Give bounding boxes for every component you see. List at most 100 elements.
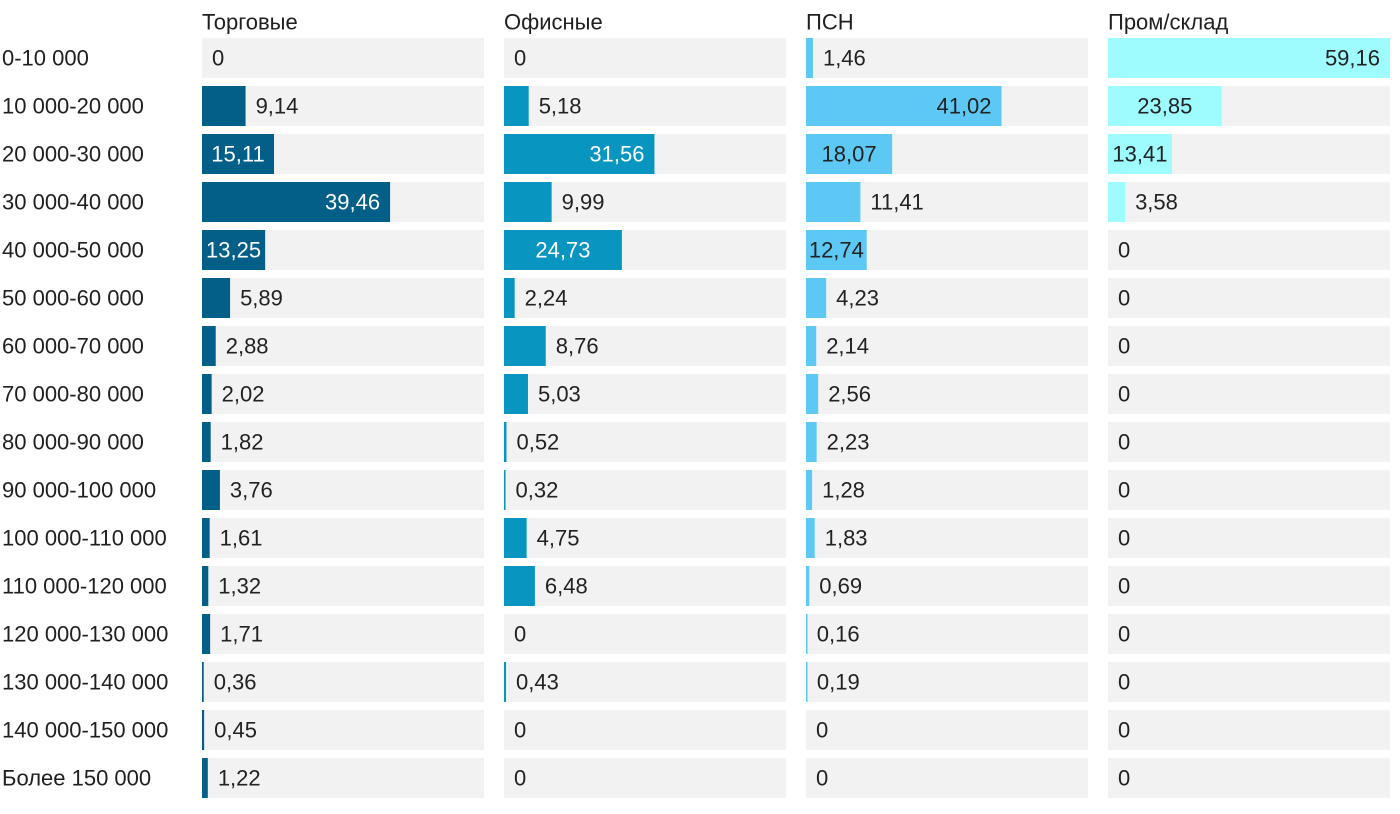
- data-label: 0: [1118, 766, 1130, 791]
- bar: [806, 230, 867, 270]
- bar-track: [504, 374, 786, 414]
- data-label: 13,25: [206, 238, 261, 263]
- data-label: 0,69: [819, 574, 862, 599]
- category-label: 60 000-70 000: [2, 334, 144, 359]
- category-label: 0-10 000: [2, 46, 89, 71]
- data-label: 2,56: [828, 382, 871, 407]
- data-label: 11,41: [870, 190, 923, 215]
- bar-track: [202, 470, 484, 510]
- bar-track: [504, 278, 786, 318]
- data-label: 9,99: [562, 190, 605, 215]
- data-label: 0,36: [214, 670, 257, 695]
- series-header: Пром/склад: [1108, 10, 1228, 35]
- bar: [806, 38, 813, 78]
- bar-track: [202, 518, 484, 558]
- data-label: 0,32: [516, 478, 559, 503]
- data-label: 5,03: [538, 382, 581, 407]
- data-label: 41,02: [936, 94, 991, 119]
- bar-track: [202, 326, 484, 366]
- data-label: 0: [1118, 430, 1130, 455]
- bar: [1108, 38, 1390, 78]
- bar: [806, 614, 808, 654]
- bar-track: [202, 278, 484, 318]
- data-label: 1,71: [220, 622, 263, 647]
- bar: [504, 326, 546, 366]
- data-label: 3,76: [230, 478, 273, 503]
- bar-track: [504, 566, 786, 606]
- data-label: 1,32: [218, 574, 261, 599]
- data-label: 0: [1118, 718, 1130, 743]
- bar-track: [806, 518, 1088, 558]
- bar-track: [806, 710, 1088, 750]
- bar-track: [1108, 614, 1390, 654]
- data-label: 0: [514, 718, 526, 743]
- data-label: 2,24: [525, 286, 568, 311]
- data-label: 3,58: [1135, 190, 1178, 215]
- data-label: 2,23: [827, 430, 870, 455]
- data-label: 4,23: [836, 286, 879, 311]
- category-label: 80 000-90 000: [2, 430, 144, 455]
- category-label: 10 000-20 000: [2, 94, 144, 119]
- bar: [806, 566, 810, 606]
- series-header: Торговые: [202, 10, 298, 35]
- category-label: 120 000-130 000: [2, 622, 168, 647]
- bar: [806, 86, 1002, 126]
- data-label: 2,88: [226, 334, 269, 359]
- data-label: 4,75: [537, 526, 580, 551]
- bar-track: [504, 86, 786, 126]
- data-label: 59,16: [1325, 46, 1380, 71]
- data-label: 9,14: [256, 94, 299, 119]
- bar-track: [1108, 374, 1390, 414]
- bar-track: [202, 614, 484, 654]
- data-label: 1,22: [218, 766, 261, 791]
- bar: [504, 566, 535, 606]
- bar-track: [806, 374, 1088, 414]
- category-label: 110 000-120 000: [2, 574, 167, 599]
- category-label: 20 000-30 000: [2, 142, 144, 167]
- category-label: 40 000-50 000: [2, 238, 144, 263]
- data-label: 1,61: [220, 526, 263, 551]
- bar: [202, 86, 246, 126]
- data-label: 31,56: [589, 142, 644, 167]
- bar: [504, 86, 529, 126]
- bar: [504, 518, 527, 558]
- bar-track: [806, 470, 1088, 510]
- data-label: 0,52: [516, 430, 559, 455]
- bar: [202, 566, 209, 606]
- data-label: 0: [1118, 526, 1130, 551]
- data-label: 18,07: [822, 142, 877, 167]
- category-label: 30 000-40 000: [2, 190, 144, 215]
- bar-track: [1108, 182, 1390, 222]
- bar: [806, 326, 817, 366]
- bar-track: [202, 710, 484, 750]
- bar-track: [1108, 230, 1390, 270]
- bar-track: [1108, 710, 1390, 750]
- category-label: 140 000-150 000: [2, 718, 168, 743]
- data-label: 0: [514, 766, 526, 791]
- bar: [202, 278, 231, 318]
- bar: [1108, 182, 1126, 222]
- bar: [504, 230, 622, 270]
- bar: [504, 662, 507, 702]
- bar-track: [504, 518, 786, 558]
- data-label: 5,89: [240, 286, 283, 311]
- bar-track: [806, 614, 1088, 654]
- bar-track: [806, 422, 1088, 462]
- data-label: 1,28: [822, 478, 865, 503]
- bar: [806, 278, 827, 318]
- bar: [202, 758, 208, 798]
- bar-track: [202, 86, 484, 126]
- data-label: 12,74: [809, 238, 864, 263]
- bar-track: [202, 662, 484, 702]
- data-label: 15,11: [211, 142, 264, 167]
- data-label: 5,18: [539, 94, 582, 119]
- data-label: 1,82: [221, 430, 264, 455]
- data-label: 0: [1118, 574, 1130, 599]
- bar: [202, 614, 211, 654]
- data-label: 2,14: [826, 334, 869, 359]
- data-label: 0,45: [214, 718, 257, 743]
- data-label: 1,83: [825, 526, 868, 551]
- bar: [504, 374, 528, 414]
- bar-track: [806, 758, 1088, 798]
